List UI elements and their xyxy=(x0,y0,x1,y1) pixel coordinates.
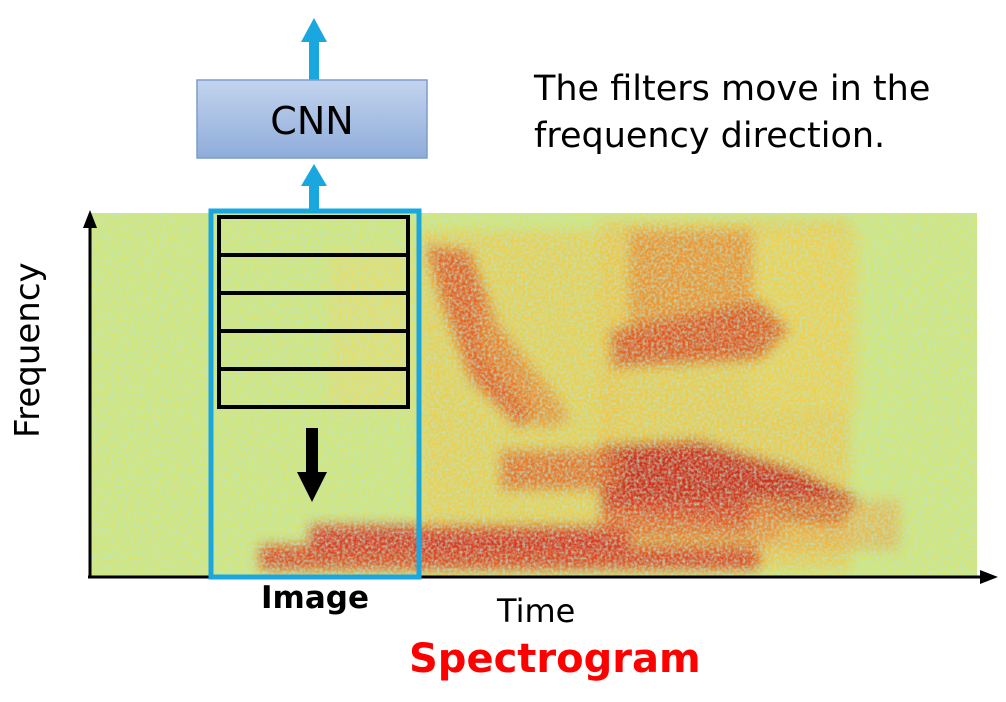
y-axis-label: Frequency xyxy=(8,262,48,438)
spectrogram-title: Spectrogram xyxy=(409,636,701,682)
image-label: Image xyxy=(261,580,369,616)
filter-box-5 xyxy=(217,367,410,409)
blue-arrow-to-cnn xyxy=(301,164,327,211)
y-axis-arrowhead xyxy=(83,210,97,228)
x-axis-label: Time xyxy=(497,592,576,630)
filter-caption: The filters move in the frequency direct… xyxy=(534,69,931,156)
blue-arrow-output xyxy=(301,18,327,80)
x-axis-arrowhead xyxy=(980,570,998,584)
spectrogram xyxy=(90,213,977,576)
filter-stack xyxy=(217,215,410,409)
cnn-label: CNN xyxy=(270,99,353,143)
frequency-move-arrow xyxy=(297,428,327,502)
cnn-box: CNN xyxy=(196,79,428,159)
